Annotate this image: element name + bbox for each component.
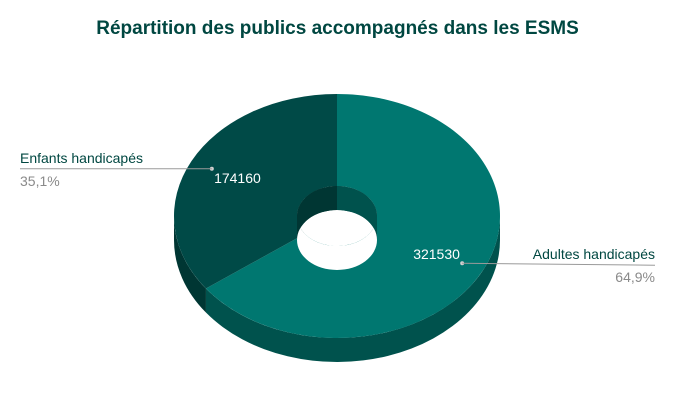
leader-line-adultes-handicapes — [462, 262, 656, 266]
hole-opening — [297, 216, 377, 270]
pie-side-enfants-handicapes — [174, 216, 206, 313]
donut-hole — [297, 186, 377, 270]
pie-slice-adultes-handicapes — [205, 94, 501, 338]
slice-label-adultes-handicapes: Adultes handicapés — [533, 246, 655, 262]
pie-tops — [174, 94, 501, 338]
percent-label-adultes-handicapes: 64,9% — [615, 269, 655, 285]
pie-slice-enfants-handicapes — [174, 94, 337, 289]
hole-back-wall-adultes-handicapes — [337, 186, 377, 240]
hole-back-wall-enfants-handicapes — [297, 186, 337, 240]
value-label-adultes-handicapes: 321530 — [413, 246, 460, 262]
pie-sides — [174, 216, 500, 362]
value-label-enfants-handicapes: 174160 — [214, 170, 261, 186]
pie-side-adultes-handicapes — [205, 216, 500, 362]
chart-title: Répartition des publics accompagnés dans… — [96, 18, 579, 39]
pie-labels: 321530 Adultes handicapés 64,9% 174160 Enfan… — [20, 150, 656, 285]
percent-label-enfants-handicapes: 35,1% — [20, 173, 60, 189]
slice-label-enfants-handicapes: Enfants handicapés — [20, 150, 143, 166]
